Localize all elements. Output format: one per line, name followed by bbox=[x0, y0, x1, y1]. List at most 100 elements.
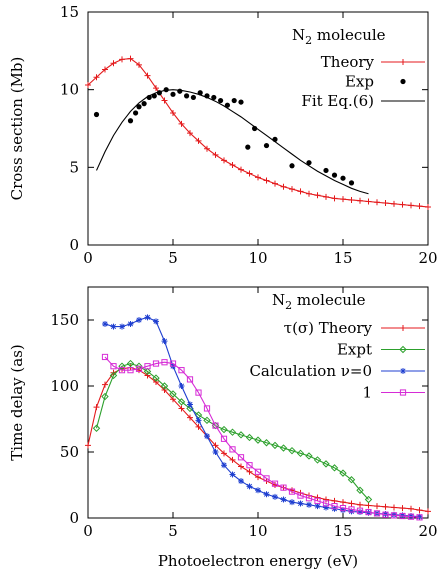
data-point bbox=[289, 499, 295, 506]
data-point bbox=[153, 85, 159, 92]
y-tick-label: 100 bbox=[50, 377, 79, 395]
series-expt bbox=[92, 359, 373, 504]
data-point bbox=[313, 456, 322, 464]
data-point bbox=[254, 468, 262, 475]
data-point bbox=[297, 500, 304, 507]
data-point bbox=[254, 436, 262, 444]
data-point bbox=[133, 110, 139, 116]
data-point bbox=[187, 401, 193, 408]
series-theory bbox=[85, 55, 431, 210]
data-point bbox=[306, 501, 312, 508]
data-point bbox=[365, 502, 372, 509]
data-point bbox=[296, 449, 305, 458]
data-point bbox=[245, 144, 251, 150]
data-point bbox=[246, 483, 253, 490]
data-point bbox=[408, 202, 414, 209]
y-tick-label: 5 bbox=[69, 158, 79, 176]
data-point bbox=[118, 367, 126, 374]
data-point bbox=[169, 390, 177, 398]
data-point bbox=[170, 109, 176, 116]
legend-label: Theory bbox=[321, 53, 375, 71]
data-point bbox=[101, 353, 109, 361]
data-point bbox=[374, 503, 380, 510]
data-point bbox=[365, 509, 372, 516]
data-point bbox=[144, 363, 151, 370]
data-point bbox=[218, 97, 224, 104]
data-point bbox=[161, 97, 168, 104]
data-point bbox=[101, 392, 109, 401]
x-tick-label: 10 bbox=[248, 249, 267, 267]
data-point bbox=[280, 183, 287, 190]
data-point bbox=[144, 372, 151, 379]
series-fit-eq-6 bbox=[95, 89, 369, 195]
data-point bbox=[323, 193, 329, 200]
series-line bbox=[95, 362, 369, 500]
data-point bbox=[195, 389, 202, 396]
data-point bbox=[229, 162, 236, 169]
data-point bbox=[187, 414, 193, 421]
data-point bbox=[211, 94, 217, 101]
data-point bbox=[203, 416, 211, 425]
data-point bbox=[364, 495, 373, 504]
data-point bbox=[238, 99, 244, 105]
data-point bbox=[407, 513, 415, 520]
y-tick-label: 150 bbox=[50, 311, 79, 329]
data-point bbox=[178, 120, 185, 127]
data-point bbox=[144, 314, 151, 321]
data-point bbox=[271, 441, 279, 450]
data-point bbox=[314, 192, 321, 199]
data-point bbox=[229, 456, 236, 463]
data-point bbox=[306, 160, 312, 166]
data-point bbox=[127, 320, 134, 327]
data-point bbox=[382, 511, 389, 518]
legend-label: Calculation ν=0 bbox=[249, 362, 372, 380]
data-point bbox=[119, 323, 125, 330]
data-point bbox=[323, 504, 329, 511]
data-point bbox=[212, 422, 219, 429]
data-point bbox=[178, 367, 185, 374]
data-point bbox=[143, 367, 152, 376]
data-point bbox=[322, 460, 330, 468]
data-point bbox=[118, 362, 126, 370]
data-point bbox=[280, 496, 287, 503]
data-point bbox=[279, 444, 288, 452]
data-point bbox=[288, 488, 296, 495]
legend-label: Expt bbox=[337, 341, 372, 359]
data-point bbox=[365, 198, 372, 205]
data-point bbox=[203, 405, 211, 412]
legend: τ(σ) Theory Expt Calculation ν=0 1 bbox=[249, 319, 425, 402]
data-point bbox=[160, 382, 169, 390]
data-point bbox=[195, 417, 202, 424]
data-point bbox=[229, 471, 236, 478]
data-point bbox=[246, 170, 253, 177]
data-point bbox=[161, 386, 168, 393]
data-point bbox=[289, 163, 295, 169]
chart-title: N2 molecule bbox=[272, 291, 366, 312]
data-point bbox=[127, 118, 134, 124]
legend-marker bbox=[400, 325, 406, 331]
data-point bbox=[135, 365, 143, 372]
data-point bbox=[136, 317, 142, 323]
data-point bbox=[238, 166, 244, 173]
data-point bbox=[331, 503, 338, 510]
data-point bbox=[93, 111, 100, 118]
data-point bbox=[297, 492, 304, 499]
data-point bbox=[93, 74, 100, 81]
data-point bbox=[153, 379, 159, 386]
data-point bbox=[357, 197, 363, 204]
data-point bbox=[263, 142, 270, 149]
data-point bbox=[238, 463, 244, 470]
data-point bbox=[93, 404, 100, 411]
x-tick-label: 15 bbox=[333, 249, 352, 267]
data-point bbox=[237, 431, 245, 439]
y-axis-label: Cross section (Mb) bbox=[8, 57, 26, 201]
data-point bbox=[382, 200, 389, 207]
legend-marker bbox=[400, 78, 406, 85]
data-point bbox=[357, 509, 363, 516]
data-point bbox=[110, 323, 117, 330]
data-point bbox=[144, 72, 151, 79]
data-point bbox=[425, 203, 431, 210]
data-point bbox=[391, 511, 397, 518]
series-calculation-0 bbox=[102, 314, 423, 520]
